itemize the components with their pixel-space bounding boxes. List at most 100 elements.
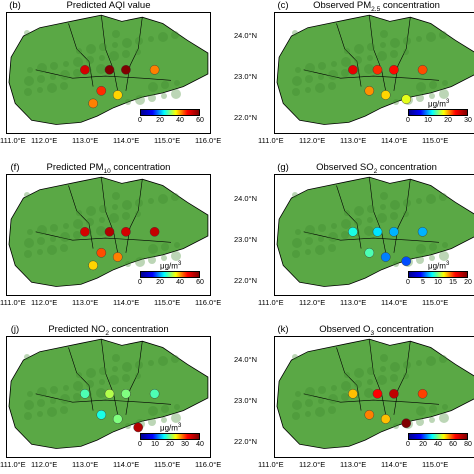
- terrain-shade: [135, 373, 141, 379]
- terrain-shade: [122, 374, 130, 382]
- terrain-shade: [416, 418, 424, 426]
- terrain-shade: [331, 385, 337, 391]
- map-panel: 0 20 40 60 80: [274, 336, 474, 458]
- terrain-shade: [364, 226, 374, 236]
- colorbar-tick: 20: [166, 441, 174, 448]
- terrain-shade: [109, 375, 119, 385]
- terrain-shade: [63, 385, 69, 391]
- terrain-shade: [24, 400, 34, 410]
- terrain-shade: [305, 237, 313, 245]
- terrain-shade: [364, 388, 374, 398]
- terrain-shade: [416, 82, 426, 92]
- x-axis-label: 114.0°E: [381, 298, 408, 307]
- station-marker: [149, 389, 160, 399]
- terrain-shade: [76, 210, 82, 216]
- colorbar-tick: 0: [138, 117, 142, 124]
- colorbar-tick: 60: [196, 117, 204, 124]
- terrain-shade: [429, 243, 437, 251]
- colorbar-tick: 0: [406, 279, 410, 286]
- terrain-shade: [125, 99, 131, 105]
- panel-title: (j) Predicted NO2 concentration: [6, 324, 211, 337]
- terrain-shade: [161, 255, 167, 261]
- x-axis-label: 114.0°E: [381, 136, 408, 145]
- terrain-shade: [403, 361, 411, 369]
- x-axis-label: 112.0°E: [31, 460, 58, 469]
- terrain-shade: [135, 199, 143, 207]
- terrain-shade: [328, 82, 336, 90]
- panel-title-tail: concentration: [380, 0, 440, 11]
- panel-title-subscript: 2.5: [371, 5, 381, 13]
- y-label-23-mid: 23.0°N: [234, 235, 258, 244]
- terrain-shade: [112, 42, 118, 48]
- station-marker: [88, 260, 98, 271]
- terrain-shade: [135, 37, 143, 45]
- colorbar-unit: μg/m3: [160, 259, 181, 272]
- x-axis-label: 112.0°E: [31, 136, 58, 145]
- terrain-shade: [344, 210, 350, 216]
- terrain-shade: [403, 211, 409, 217]
- colorbar-tick: 20: [444, 117, 452, 124]
- terrain-shade: [377, 375, 387, 385]
- terrain-shade: [354, 218, 362, 226]
- terrain-shade: [426, 194, 436, 204]
- colorbar-tick: 60: [449, 441, 457, 448]
- terrain-shade: [171, 193, 179, 201]
- city-boundary: [125, 17, 143, 91]
- x-axis-label: 113.0°E: [340, 460, 367, 469]
- colorbar-tick: 10: [434, 279, 442, 286]
- station-marker: [380, 252, 391, 262]
- panel-title-tail: concentration: [108, 324, 169, 335]
- station-marker: [133, 422, 143, 433]
- x-axis-label: 113.0°E: [340, 136, 367, 145]
- terrain-shade: [158, 194, 168, 204]
- unit-text: μg/m: [160, 423, 178, 433]
- y-label-22: 22.0°N: [234, 113, 258, 122]
- panel-title-text: Predicted NO: [48, 324, 106, 335]
- terrain-shade: [112, 204, 118, 210]
- map-svg: [276, 338, 474, 449]
- terrain-shade: [292, 412, 300, 420]
- terrain-shade: [50, 74, 56, 80]
- terrain-shade: [96, 64, 106, 74]
- terrain-shade: [292, 238, 302, 248]
- terrain-shade: [416, 36, 422, 42]
- terrain-shade: [318, 62, 326, 70]
- city-boundary: [101, 339, 118, 415]
- station-marker: [112, 90, 123, 100]
- terrain-shade: [73, 231, 81, 239]
- y-label-24-mid: 24.0°N: [234, 194, 258, 203]
- terrain-shade: [125, 261, 131, 267]
- terrain-shade: [354, 368, 364, 378]
- x-axis-label: 112.0°E: [299, 460, 326, 469]
- terrain-shade: [367, 379, 373, 385]
- panel-title-subscript: 10: [103, 167, 111, 175]
- terrain-shade: [354, 44, 364, 54]
- terrain-shade: [37, 75, 45, 83]
- terrain-shade: [50, 224, 58, 232]
- panel-title-text: Observed PM: [313, 0, 372, 11]
- terrain-shade: [171, 31, 179, 39]
- terrain-shade: [292, 250, 300, 258]
- y-label-24: 24.0°N: [234, 31, 258, 40]
- terrain-shade: [76, 372, 82, 378]
- x-axis-label: 115.0°E: [154, 460, 181, 469]
- terrain-shade: [305, 411, 311, 417]
- terrain-shade: [341, 231, 349, 239]
- terrain-shade: [47, 407, 57, 417]
- city-boundary: [303, 231, 440, 243]
- city-boundary: [101, 15, 118, 91]
- terrain-shade: [96, 226, 106, 236]
- station-marker: [112, 414, 123, 424]
- terrain-shade: [403, 37, 411, 45]
- station-marker: [417, 65, 428, 75]
- terrain-shade: [37, 399, 45, 407]
- terrain-shade: [292, 30, 298, 36]
- terrain-shade: [439, 355, 447, 363]
- terrain-shade: [50, 236, 56, 242]
- x-axis-label: 113.0°E: [72, 298, 99, 307]
- station-marker: [121, 389, 131, 399]
- terrain-shade: [341, 69, 349, 77]
- terrain-shade: [439, 193, 447, 201]
- y-label-24-bot: 24.0°N: [234, 355, 258, 364]
- x-axis-label: 116.0°E: [195, 136, 222, 145]
